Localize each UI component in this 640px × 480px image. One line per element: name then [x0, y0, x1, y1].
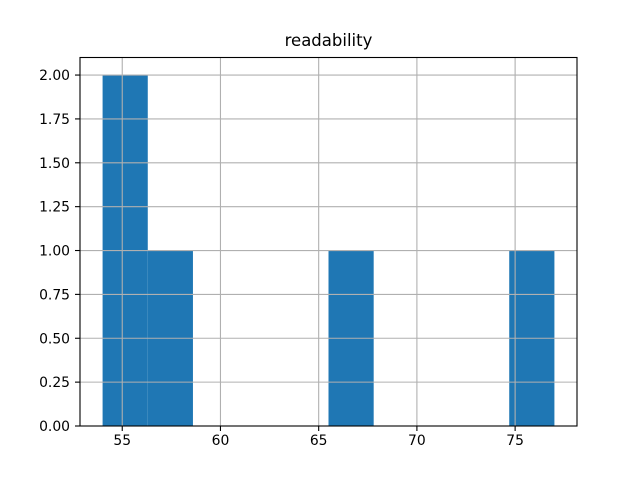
x-axis-ticks: 55 60 65 70 75	[113, 426, 524, 449]
x-tick-label: 70	[408, 433, 426, 449]
y-tick-label: 1.75	[39, 112, 70, 128]
y-tick-label: 0.25	[39, 375, 70, 391]
plot-frame	[79, 56, 578, 427]
y-axis-ticks: 0.00 0.25 0.50 0.75 1.00 1.25 1.50 1.75 2.00	[39, 68, 80, 435]
y-tick-label: 1.25	[39, 200, 70, 216]
y-tick-label: 1.00	[39, 244, 70, 260]
chart-title: readability	[285, 31, 373, 50]
x-tick-label: 55	[113, 433, 131, 449]
x-tick-label: 65	[310, 433, 328, 449]
y-tick-label: 0.50	[39, 331, 70, 347]
y-tick-label: 0.00	[39, 419, 70, 435]
y-tick-label: 1.50	[39, 156, 70, 172]
y-tick-label: 2.00	[39, 68, 70, 84]
x-tick-label: 75	[506, 433, 524, 449]
x-tick-label: 60	[212, 433, 230, 449]
y-tick-label: 0.75	[39, 287, 70, 303]
